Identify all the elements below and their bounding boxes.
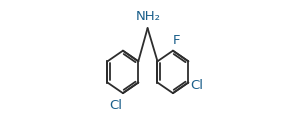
Text: F: F: [173, 34, 180, 47]
Text: Cl: Cl: [109, 99, 122, 112]
Text: NH₂: NH₂: [136, 10, 161, 23]
Text: Cl: Cl: [190, 79, 203, 92]
